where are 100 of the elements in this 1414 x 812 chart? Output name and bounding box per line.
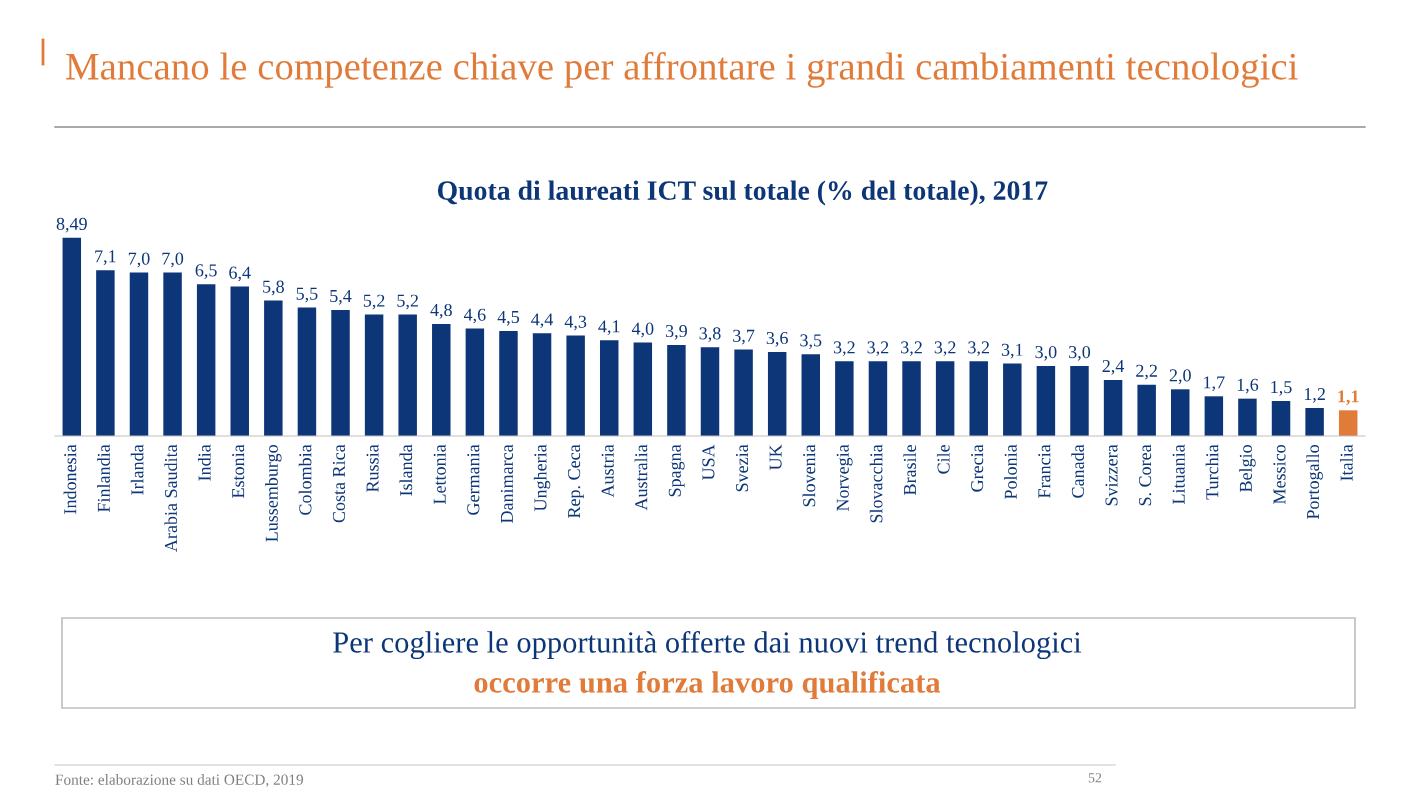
data-label: 7,0	[162, 252, 184, 268]
bar	[1171, 389, 1190, 436]
x-tick-label: Belgio	[1239, 445, 1256, 492]
data-label: 4,8	[430, 303, 452, 319]
x-tick-label: Australia	[634, 444, 648, 511]
x-tick-label: Ungheria	[533, 444, 551, 512]
data-label: 3,0	[1035, 345, 1057, 361]
data-label: 5,8	[263, 280, 284, 296]
x-tick-label: Spagna	[668, 444, 685, 497]
text: Per cogliere le opportunità offerte dai nuovi trend tecnologici	[333, 630, 1082, 660]
bar	[96, 270, 115, 436]
bar	[465, 328, 485, 436]
data-label: 1,7	[1204, 376, 1225, 392]
bar	[835, 361, 854, 436]
data-label: 1,6	[1237, 378, 1259, 394]
bar	[1338, 410, 1358, 436]
text: 52	[1088, 773, 1102, 783]
x-tick-label: Slovacchia	[869, 444, 883, 523]
data-label: 3,7	[733, 329, 755, 345]
data-label: 7,0	[128, 252, 150, 268]
x-tick-label: Arabia Saudita	[164, 444, 178, 552]
x-tick-label: Portogallo	[1306, 445, 1323, 520]
bar	[1305, 407, 1324, 436]
data-label: 4,4	[531, 313, 554, 329]
data-label: 3,8	[699, 327, 721, 343]
x-tick-label: Messico	[1273, 445, 1286, 504]
x-tick-label: Turchia	[1205, 444, 1219, 500]
x-tick-label: Slovenia	[802, 444, 816, 507]
text: occorre una forza lavoro qualificata	[474, 670, 941, 700]
x-tick-label: Finlandia	[97, 444, 110, 513]
x-tick-label: Polonia	[1004, 444, 1017, 499]
bar	[902, 361, 921, 436]
x-tick-label: Estonia	[232, 444, 245, 498]
x-tick-label: Austria	[601, 444, 614, 498]
bar	[1204, 396, 1224, 436]
bar	[364, 314, 384, 436]
x-tick-label: Indonesia	[63, 444, 77, 514]
data-label: 5,5	[296, 287, 318, 303]
bar	[599, 340, 619, 436]
data-label: 3,1	[1001, 343, 1023, 359]
data-label: 6,5	[195, 264, 217, 280]
source-note: Fonte: elaborazione su dati OECD, 2019	[55, 774, 304, 788]
x-tick-label: Irlanda	[130, 444, 144, 495]
chart-title: Mancano le competenze chiave per affrontare i grandi cambiamenti tecnologici	[66, 52, 1298, 88]
bar	[1238, 398, 1257, 436]
x-tick-label: Svizzera	[1105, 444, 1118, 506]
bar	[532, 333, 552, 436]
bar	[1137, 384, 1156, 436]
data-label: 3,6	[766, 331, 788, 347]
bar	[230, 286, 249, 436]
x-tick-label: Islanda	[399, 444, 413, 496]
data-label: 6,4	[229, 266, 251, 282]
data-label: 2,4	[1102, 360, 1125, 375]
data-label: 3,2	[934, 341, 956, 357]
x-tick-label: UK	[769, 444, 782, 471]
data-label: 3,9	[665, 324, 687, 340]
x-tick-label: Italia	[1340, 444, 1353, 481]
data-label: 3,2	[867, 341, 889, 357]
bar	[801, 354, 821, 436]
data-label: 4,3	[564, 315, 587, 331]
bar	[969, 361, 988, 436]
data-label: 3,2	[833, 341, 855, 357]
x-tick-label: USA	[702, 444, 715, 481]
bar	[1003, 363, 1022, 436]
data-label: 3,5	[800, 334, 822, 350]
x-tick-label: Brasile	[903, 444, 917, 495]
bar	[398, 314, 417, 436]
x-tick-label: Lettonia	[433, 444, 446, 504]
bar	[432, 323, 451, 436]
bar	[566, 335, 585, 436]
x-tick-label: Colombia	[298, 444, 312, 515]
x-tick-label: Lussemburgo	[265, 445, 282, 542]
data-label: 4,5	[497, 311, 520, 326]
x-tick-label: Cile	[936, 444, 950, 474]
x-tick-label: Grecia	[971, 444, 984, 492]
chart-subtitle: Quota di laureati ICT sul totale (% del totale), 2017	[437, 180, 1048, 206]
data-label: 5,2	[397, 294, 418, 310]
bar	[633, 342, 653, 436]
bar	[767, 351, 787, 436]
x-tick-label: Lituania	[1172, 444, 1185, 504]
x-tick-label: Svezia	[735, 444, 749, 492]
x-tick-label: Francia	[1038, 444, 1051, 498]
bar	[264, 300, 283, 436]
data-label: 1,5	[1271, 381, 1292, 396]
bar	[1271, 400, 1291, 436]
bar	[700, 347, 720, 436]
x-tick-label: S. Corea	[1139, 444, 1152, 506]
x-tick-label: Russia	[366, 444, 379, 492]
data-label: 4,0	[631, 322, 654, 338]
data-label: 2,2	[1136, 364, 1157, 380]
x-tick-label: Norvegia	[836, 444, 853, 511]
x-tick-label: Canada	[1071, 444, 1085, 498]
bar	[297, 307, 317, 436]
data-label: 4,1	[598, 320, 620, 336]
bar	[62, 237, 82, 436]
bar	[868, 361, 888, 436]
data-label: 5,4	[330, 290, 352, 305]
bar	[331, 309, 350, 436]
data-label: 7,1	[95, 250, 116, 265]
data-label: 1,2	[1304, 388, 1325, 403]
